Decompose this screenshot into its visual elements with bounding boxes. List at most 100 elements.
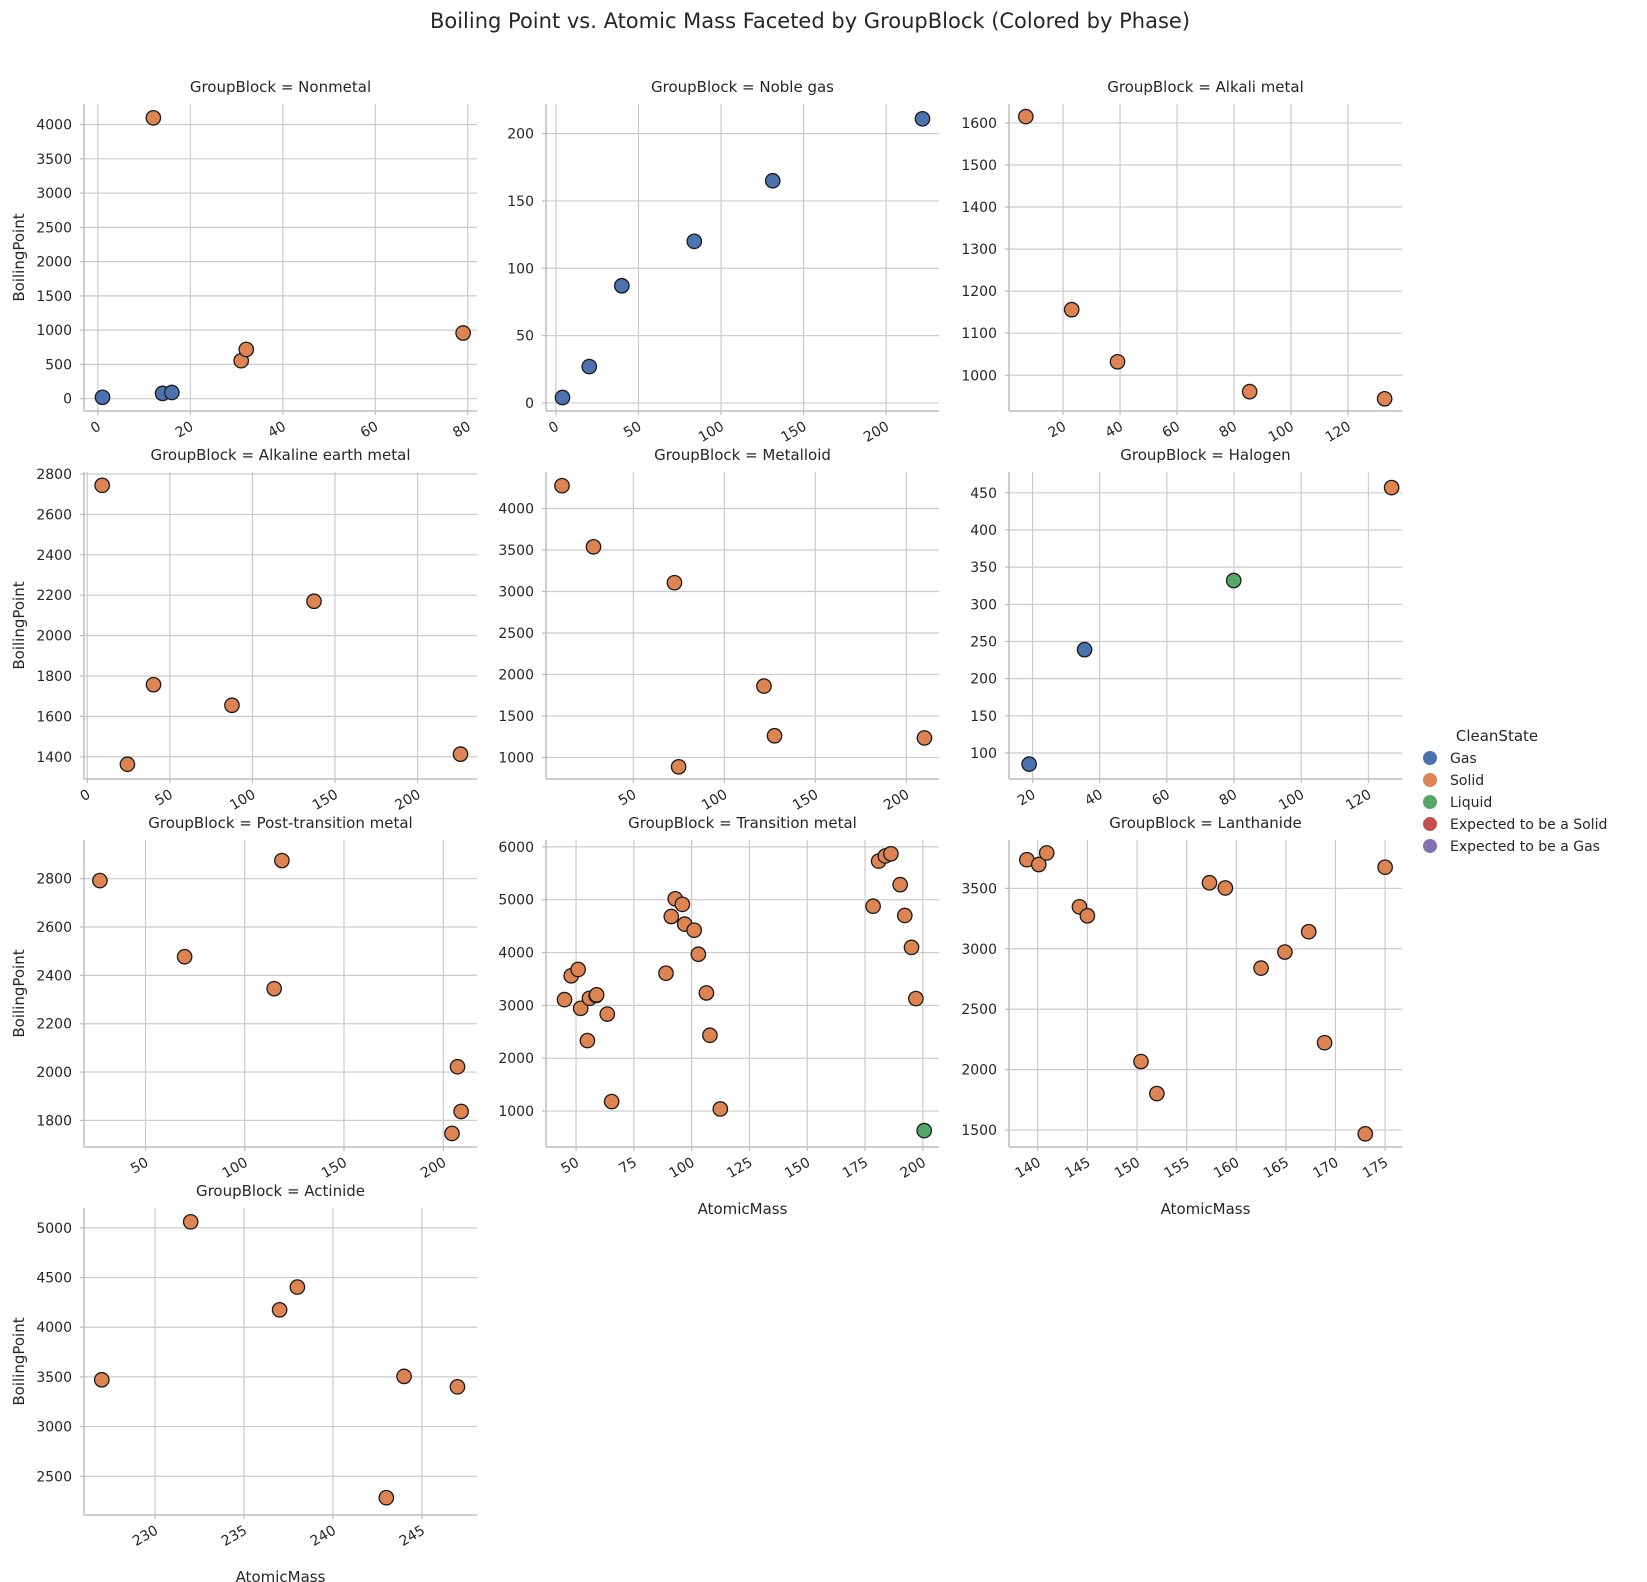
data-point-solid <box>92 872 108 889</box>
data-points <box>92 852 469 1142</box>
x-tick-label: 120 <box>1323 419 1354 446</box>
data-point-solid <box>452 746 469 763</box>
y-tick-label: 3500 <box>498 543 534 559</box>
data-point-solid <box>579 1032 596 1049</box>
gridlines <box>1009 104 1402 411</box>
facet-nonmetal: GroupBlock = Nonmetal 0 500 1000 1500 2000 250… <box>10 78 477 441</box>
y-tick-label: 6000 <box>498 840 534 856</box>
data-point-gas <box>1076 641 1093 658</box>
data-point-solid <box>766 727 783 744</box>
x-tick-label: 150 <box>310 787 341 814</box>
y-tick-label: 1600 <box>961 116 997 132</box>
data-point-solid <box>1079 907 1096 924</box>
x-tick-label: 50 <box>616 787 639 810</box>
facet-title: GroupBlock = Actinide <box>196 1182 365 1200</box>
y-tick-label: 1600 <box>36 709 72 725</box>
facet-title: GroupBlock = Lanthanide <box>1109 814 1301 832</box>
x-tick-label: 100 <box>220 1155 251 1182</box>
data-point-solid <box>702 1027 718 1044</box>
legend-entry: Expected to be a Solid <box>1423 817 1607 833</box>
x-tick-label: 80 <box>1217 419 1240 442</box>
y-tick-label: 2000 <box>498 1051 534 1067</box>
legend: CleanState Gas Solid Liquid Expected to be … <box>1423 727 1607 855</box>
gridlines <box>1009 472 1402 779</box>
data-point-solid <box>1030 856 1047 873</box>
data-points <box>94 109 471 406</box>
data-points <box>93 1213 466 1506</box>
data-point-solid <box>274 852 290 869</box>
data-points <box>1017 108 1393 407</box>
y-tick-label: 300 <box>970 597 997 613</box>
facet-noble-gas: GroupBlock = Noble gas 0 50 100 150 200 0 50 100… <box>507 78 939 446</box>
x-tick-label: 20 <box>1046 419 1069 442</box>
data-point-solid <box>599 1006 616 1022</box>
data-point-solid <box>1133 1053 1149 1070</box>
data-point-solid <box>1217 880 1234 896</box>
data-point-solid <box>176 948 193 965</box>
data-point-solid <box>572 1000 589 1017</box>
y-tick-label: 1000 <box>36 323 72 339</box>
x-tick-label: 235 <box>219 1523 250 1550</box>
data-point-solid <box>1377 859 1393 876</box>
y-axis-label: BoilingPoint <box>10 1317 28 1405</box>
y-tick-label: 5000 <box>36 1221 72 1237</box>
y-tick-label: 3000 <box>498 584 534 600</box>
facet-halogen: GroupBlock = Halogen 100 150 200 250 300 350 40… <box>970 446 1402 814</box>
y-tick-label: 4500 <box>36 1271 72 1287</box>
y-tick-label: 3000 <box>36 1420 72 1436</box>
legend-entry: Gas <box>1423 751 1477 767</box>
x-tick-label: 200 <box>418 1155 449 1182</box>
gridlines <box>84 472 477 779</box>
facet-post-transition-metal: GroupBlock = Post-transition metal 1800 20… <box>10 814 477 1182</box>
x-tick-label: 145 <box>1062 1155 1093 1182</box>
x-tick-label: 150 <box>782 1155 813 1182</box>
data-point-gas <box>764 172 781 189</box>
legend-entries: Gas Solid Liquid Expected to be a Solid Expe… <box>1423 751 1607 855</box>
y-tick-label: 1500 <box>36 289 72 305</box>
gridlines <box>1009 840 1402 1147</box>
y-tick-label: 1500 <box>961 1123 997 1139</box>
y-tick-label: 3500 <box>36 152 72 168</box>
y-axis-label: BoilingPoint <box>10 949 28 1037</box>
data-point-gas <box>554 389 571 406</box>
x-tick-label: 155 <box>1161 1155 1192 1182</box>
y-tick-label: 2200 <box>36 588 72 604</box>
x-tick-label: 200 <box>898 1155 929 1182</box>
y-tick-label: 0 <box>63 392 72 408</box>
facet-title: GroupBlock = Transition metal <box>628 814 857 832</box>
data-point-solid <box>1038 845 1055 861</box>
x-axis-label: AtomicMass <box>236 1568 326 1582</box>
data-point-solid <box>554 477 570 494</box>
x-tick-label: 100 <box>696 419 727 446</box>
data-point-solid <box>588 986 605 1003</box>
data-point-liquid <box>1225 572 1242 589</box>
facet-title: GroupBlock = Halogen <box>1120 446 1290 464</box>
data-point-solid <box>119 756 136 773</box>
facet-grid: GroupBlock = Nonmetal0500100015002000250… <box>10 78 1402 1582</box>
x-tick-label: 150 <box>1112 1155 1143 1182</box>
data-point-solid <box>1253 960 1269 976</box>
x-tick-label: 170 <box>1310 1155 1341 1182</box>
x-tick-label: 200 <box>881 787 912 814</box>
data-point-solid <box>455 325 471 341</box>
x-tick-label: 75 <box>616 1155 639 1178</box>
y-tick-label: 4000 <box>36 1320 72 1336</box>
chart-title: Boiling Point vs. Atomic Mass Faceted by… <box>430 9 1190 33</box>
data-points <box>556 845 933 1139</box>
x-tick-label: 100 <box>1276 787 1307 814</box>
y-tick-label: 3000 <box>961 942 997 958</box>
y-tick-label: 450 <box>970 486 997 502</box>
y-tick-label: 2500 <box>498 626 534 642</box>
data-point-solid <box>378 1489 395 1506</box>
y-tick-label: 2000 <box>36 255 72 271</box>
data-point-solid <box>182 1213 199 1230</box>
data-points <box>554 110 931 406</box>
x-tick-label: 100 <box>699 787 730 814</box>
data-point-solid <box>670 758 687 775</box>
data-point-solid <box>306 593 322 610</box>
data-point-solid <box>289 1279 306 1295</box>
y-tick-label: 2600 <box>36 920 72 936</box>
data-point-solid <box>892 876 909 893</box>
y-tick-label: 2500 <box>36 1469 72 1485</box>
